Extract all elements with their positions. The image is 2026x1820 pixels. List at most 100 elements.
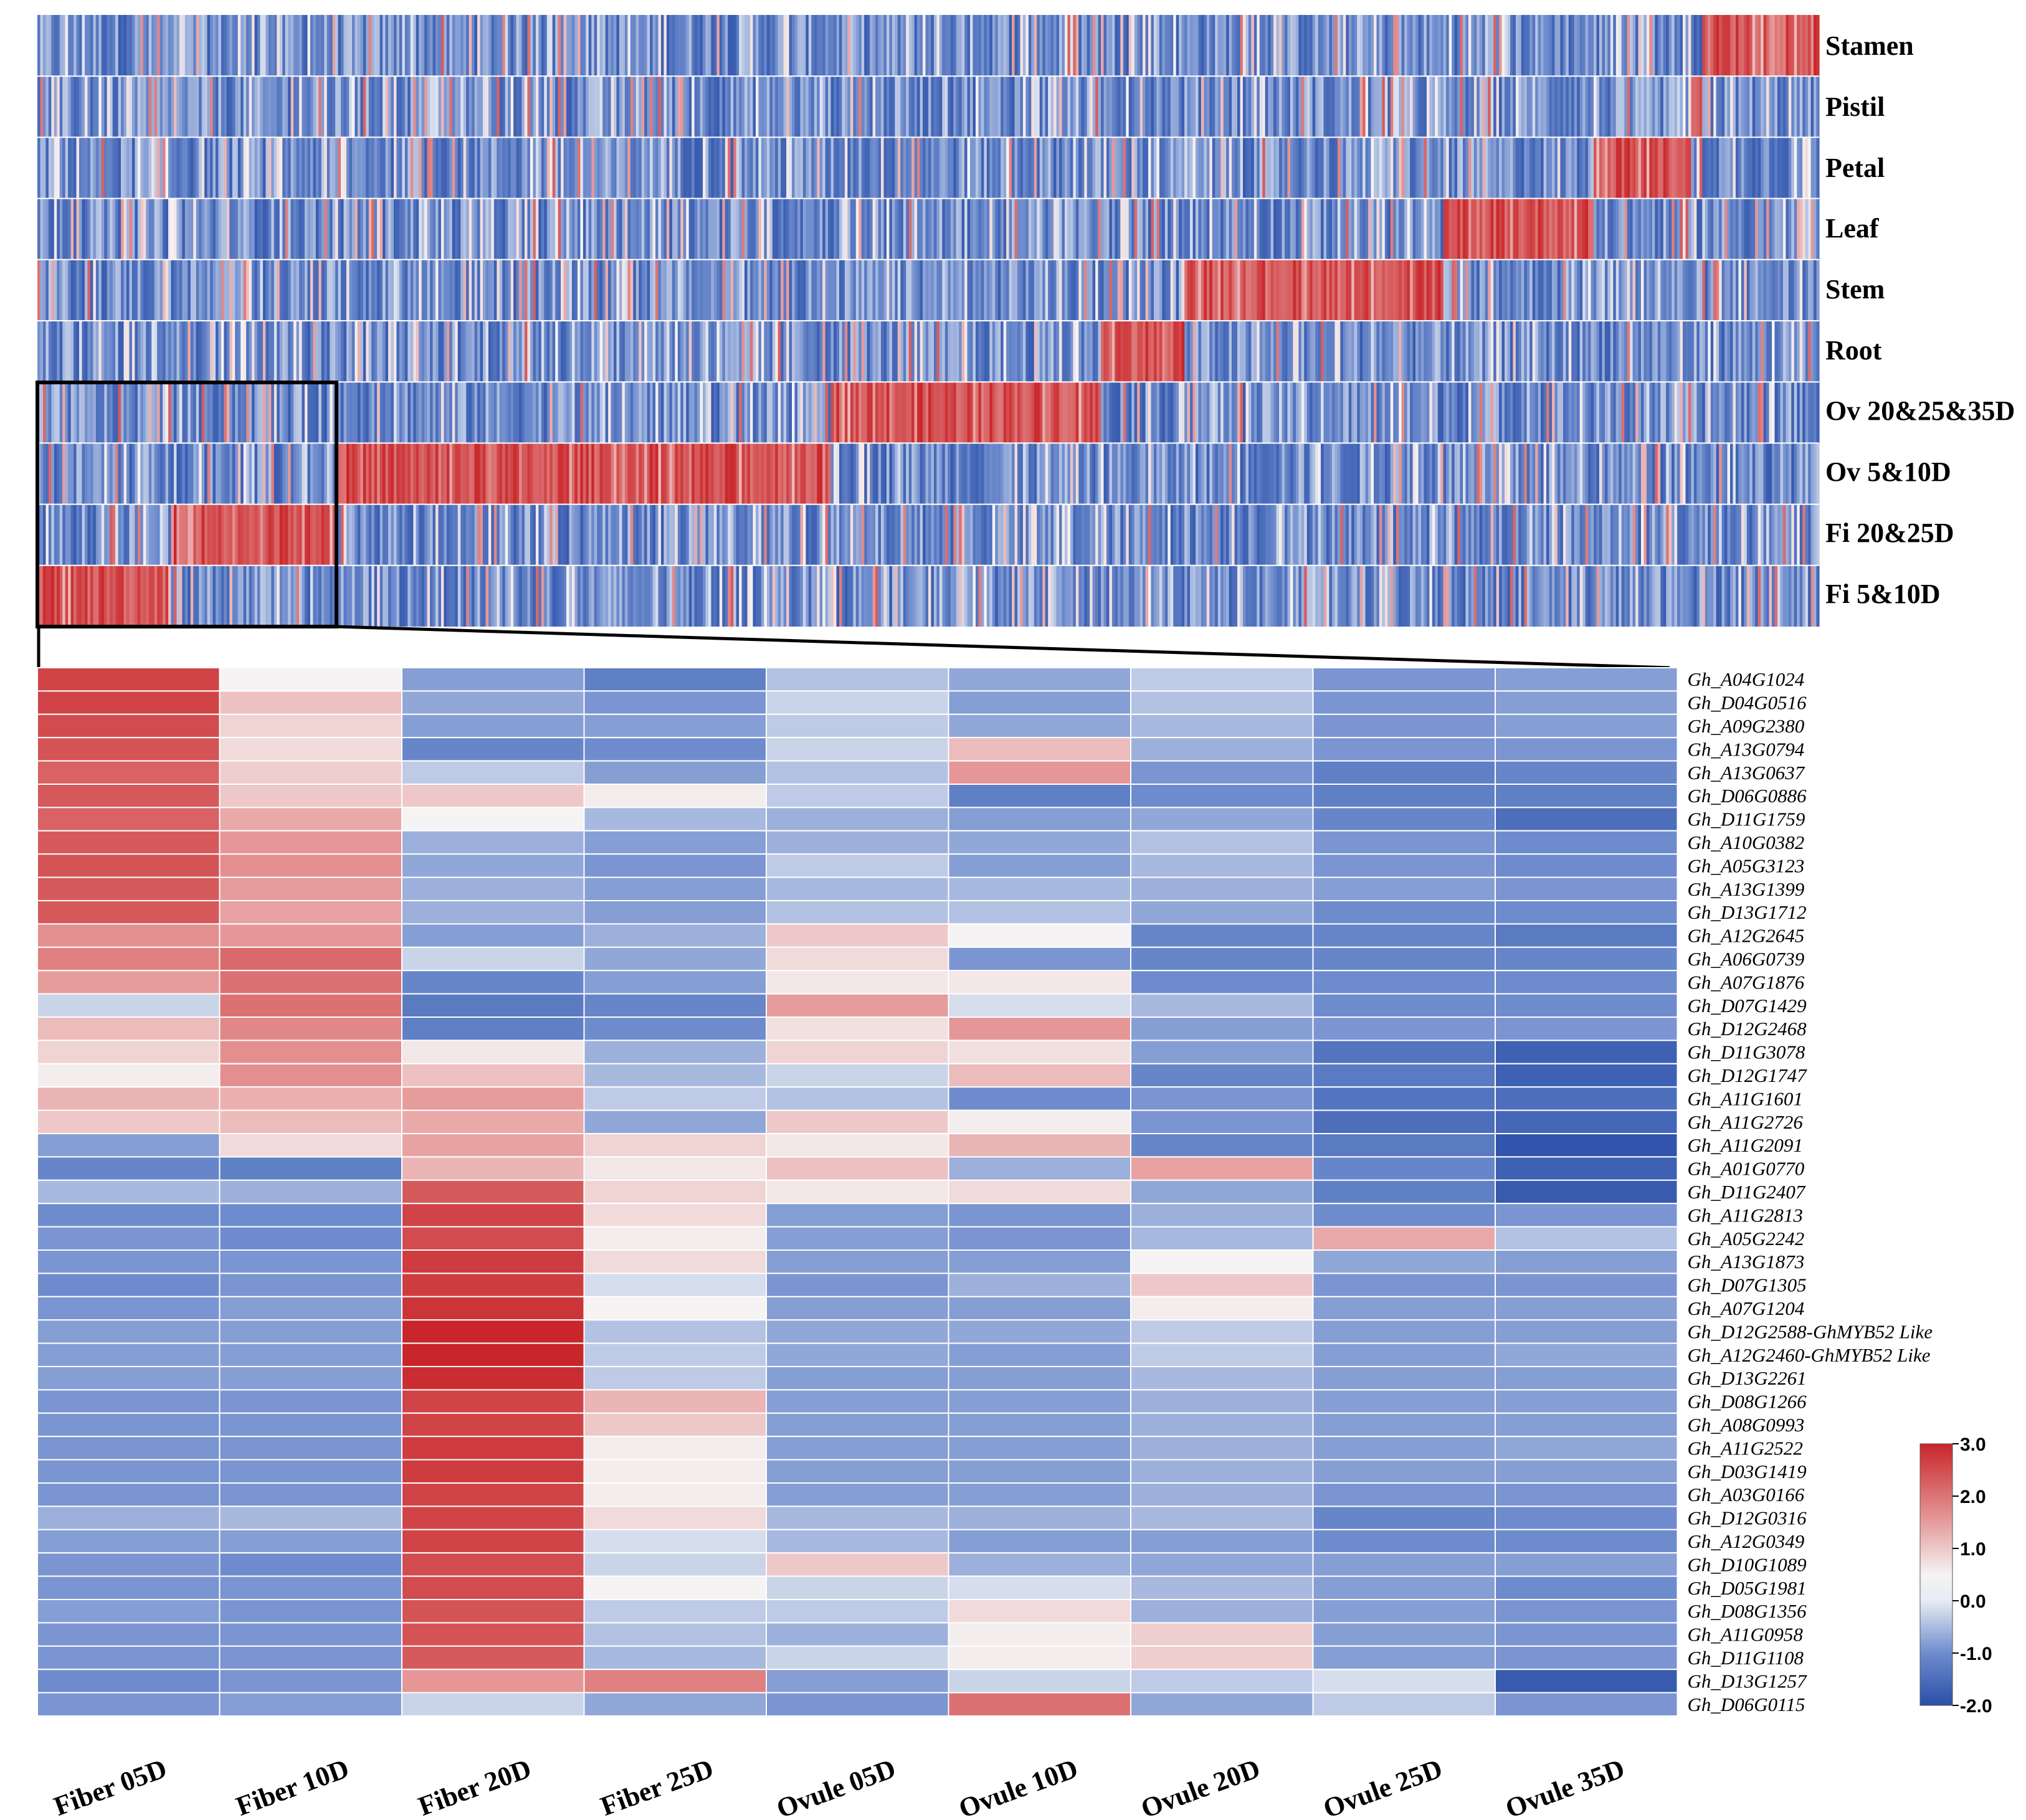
overview-cell (1031, 15, 1035, 77)
overview-cell (1473, 443, 1477, 505)
overview-cell (1212, 76, 1215, 138)
overview-cell (680, 382, 684, 443)
overview-cell (872, 198, 876, 260)
overview-cell (686, 382, 690, 443)
overview-cell (1001, 137, 1004, 199)
overview-cell (1541, 198, 1544, 260)
overview-cell (867, 76, 870, 138)
overview-cell (346, 76, 350, 138)
overview-cell (171, 137, 174, 199)
overview-cell (728, 382, 731, 443)
overview-cell (1420, 259, 1425, 321)
overview-cell (1331, 198, 1336, 260)
overview-cell (293, 321, 297, 382)
overview-cell (394, 198, 397, 260)
overview-cell (252, 137, 255, 199)
overview-cell (614, 382, 617, 443)
overview-cell (1596, 198, 1600, 260)
overview-cell (622, 137, 625, 199)
overview-cell (154, 382, 158, 443)
overview-cell (235, 382, 239, 443)
overview-cell (750, 259, 754, 321)
overview-cell (330, 15, 333, 77)
overview-cell (853, 382, 857, 443)
overview-cell (758, 321, 762, 382)
overview-cell (825, 198, 829, 260)
overview-cell (1440, 321, 1444, 382)
overview-cell (594, 137, 597, 199)
overview-cell (1304, 198, 1308, 260)
overview-cell (602, 15, 606, 77)
overview-cell (736, 443, 740, 505)
overview-cell (892, 321, 895, 382)
overview-cell (341, 443, 345, 505)
overview-cell (354, 321, 358, 382)
overview-cell (1624, 382, 1628, 443)
overview-cell (1477, 137, 1480, 199)
overview-cell (1237, 382, 1241, 443)
overview-cell (725, 382, 728, 443)
overview-cell (90, 443, 93, 505)
overview-cell (728, 137, 731, 199)
overview-cell (163, 15, 166, 77)
overview-cell (168, 76, 172, 138)
overview-cell (168, 443, 172, 505)
overview-cell (51, 321, 55, 382)
overview-cell (794, 443, 798, 505)
overview-cell (908, 137, 912, 199)
overview-cell (1562, 76, 1566, 138)
overview-cell (51, 76, 55, 138)
overview-cell (1744, 76, 1748, 138)
overview-cell (243, 198, 247, 260)
overview-cell (591, 321, 595, 382)
overview-cell (703, 76, 706, 138)
overview-cell (1067, 76, 1071, 138)
overview-cell (1641, 137, 1645, 199)
overview-cell (627, 321, 631, 382)
overview-cell (1039, 137, 1043, 199)
overview-cell (1279, 198, 1283, 260)
overview-cell (1251, 259, 1255, 321)
overview-cell (1310, 198, 1313, 260)
overview-cell (956, 15, 959, 77)
overview-cell (201, 259, 205, 321)
overview-cell (836, 15, 840, 77)
overview-cell (218, 76, 222, 138)
overview-cell (1037, 76, 1040, 138)
overview-cell (1510, 15, 1514, 77)
overview-cell (1050, 198, 1054, 260)
overview-cell (76, 321, 80, 382)
overview-cell (577, 259, 581, 321)
overview-cell (1384, 443, 1388, 505)
overview-cell (1357, 76, 1361, 138)
overview-cell (722, 259, 726, 321)
overview-cell (1101, 443, 1105, 505)
overview-cell (658, 382, 662, 443)
overview-cell (1343, 198, 1346, 260)
overview-cell (1192, 443, 1196, 505)
overview-cell (753, 198, 756, 260)
overview-cell (357, 382, 361, 443)
overview-cell (399, 137, 403, 199)
overview-cell (1282, 382, 1285, 443)
overview-cell (383, 76, 386, 138)
overview-cell (357, 259, 361, 321)
overview-cell (474, 443, 478, 505)
overview-cell (1139, 259, 1143, 321)
overview-cell (229, 443, 233, 505)
overview-cell (819, 259, 823, 321)
overview-cell (40, 382, 44, 443)
overview-cell (1156, 443, 1160, 505)
overview-cell (984, 259, 987, 321)
overview-cell (750, 321, 754, 382)
overview-cell (1101, 382, 1105, 443)
overview-cell (296, 198, 300, 260)
overview-cell (1098, 76, 1101, 138)
overview-cell (1279, 137, 1283, 199)
overview-cell (970, 259, 974, 321)
overview-cell (1538, 76, 1541, 138)
overview-cell (1418, 198, 1422, 260)
overview-cell (936, 137, 940, 199)
overview-cell (1017, 15, 1021, 77)
overview-cell (1615, 137, 1619, 199)
